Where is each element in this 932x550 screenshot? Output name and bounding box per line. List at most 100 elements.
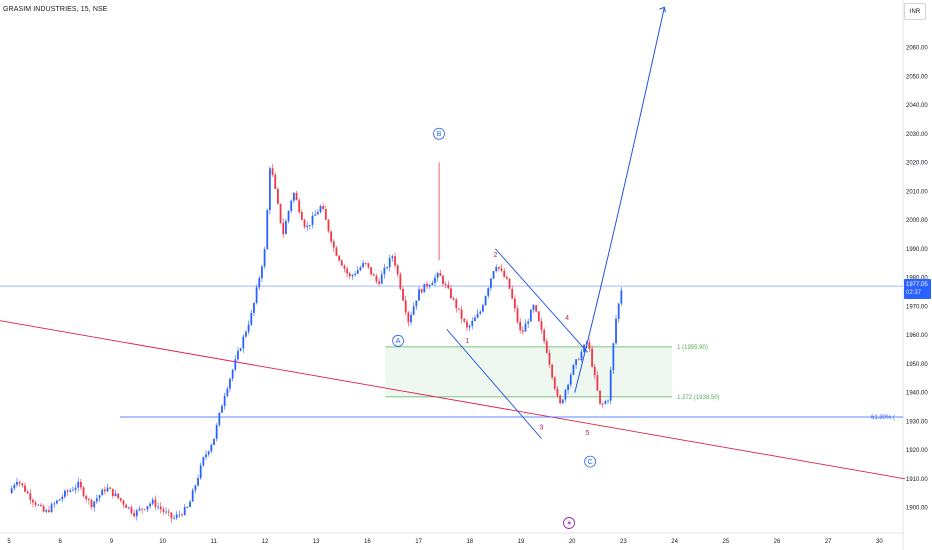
candle-body bbox=[519, 321, 522, 331]
candle-body bbox=[18, 481, 21, 484]
candle-body bbox=[567, 384, 570, 390]
candle-body bbox=[415, 300, 418, 307]
wedge-upper-line[interactable] bbox=[495, 248, 588, 353]
currency-button[interactable]: INR bbox=[904, 3, 926, 20]
candle-body bbox=[98, 495, 101, 499]
candlestick-series[interactable] bbox=[10, 162, 623, 523]
candle-body bbox=[545, 341, 548, 353]
candle-body bbox=[37, 504, 40, 506]
candle-body bbox=[87, 499, 90, 501]
candle-body bbox=[71, 489, 74, 491]
candle-body bbox=[109, 487, 112, 489]
price-tick-label: 1940.00 bbox=[906, 391, 928, 397]
candle-body bbox=[26, 491, 29, 494]
candle-body bbox=[431, 282, 434, 286]
candle-body bbox=[559, 395, 562, 404]
candle-body bbox=[364, 263, 367, 264]
candle-body bbox=[269, 168, 271, 211]
price-tick-label: 1970.00 bbox=[906, 304, 928, 310]
event-marker-icon[interactable] bbox=[563, 517, 575, 529]
candle-body bbox=[170, 512, 173, 519]
time-tick-label: 20 bbox=[569, 539, 576, 545]
projection-arrow[interactable] bbox=[574, 7, 665, 393]
candle-body bbox=[64, 490, 66, 497]
time-tick-label: 17 bbox=[415, 539, 422, 545]
candle-body bbox=[476, 313, 479, 318]
candle-body bbox=[74, 487, 77, 490]
candle-body bbox=[24, 485, 26, 492]
candle-body bbox=[263, 249, 266, 267]
candle-body bbox=[351, 275, 354, 277]
candle-body bbox=[279, 203, 282, 223]
candle-body bbox=[242, 336, 245, 349]
candle-body bbox=[444, 284, 447, 285]
candle-body bbox=[463, 318, 466, 322]
red-trendline[interactable] bbox=[0, 320, 906, 480]
candle-body bbox=[69, 490, 72, 492]
time-tick-label: 24 bbox=[671, 539, 678, 545]
price-tick-label: 1930.00 bbox=[906, 419, 928, 425]
candle-body bbox=[495, 267, 498, 272]
price-tick-label: 1920.00 bbox=[906, 448, 928, 454]
wave-5-label: 5 bbox=[586, 430, 590, 437]
candle-body bbox=[426, 283, 428, 287]
candle-body bbox=[117, 493, 120, 499]
candle-body bbox=[482, 305, 484, 312]
candle-body bbox=[183, 507, 186, 516]
candle-body bbox=[460, 309, 463, 319]
candle-body bbox=[231, 369, 234, 379]
time-axis[interactable]: 5 6 9 10 11 12 13 16 17 18 19 20 23 24 25 26 27 30 bbox=[7, 539, 883, 545]
candle-body bbox=[10, 488, 13, 494]
candle-body bbox=[356, 270, 359, 274]
candle-body bbox=[434, 277, 436, 283]
fib-level-1-label: 1 (1955.90) bbox=[677, 345, 708, 351]
candle-body bbox=[593, 366, 596, 376]
candle-body bbox=[239, 348, 242, 351]
candle-body bbox=[159, 506, 162, 510]
candle-body bbox=[617, 303, 620, 319]
candle-body bbox=[45, 510, 48, 512]
candle-body bbox=[79, 481, 82, 488]
candle-body bbox=[210, 444, 213, 452]
candle-body bbox=[500, 268, 503, 271]
candle-body bbox=[85, 496, 88, 500]
wave-c-circle bbox=[584, 455, 597, 468]
candle-body bbox=[173, 517, 175, 519]
wave-4-label: 4 bbox=[565, 315, 569, 322]
candle-body bbox=[151, 499, 154, 504]
price-tick-label: 2000.00 bbox=[906, 218, 928, 224]
candle-body bbox=[138, 508, 141, 511]
candle-body bbox=[543, 330, 546, 342]
candle-body bbox=[186, 507, 189, 508]
candle-body bbox=[199, 465, 202, 479]
candle-body bbox=[340, 260, 343, 266]
candle-body bbox=[319, 206, 322, 213]
candle-body bbox=[607, 400, 609, 402]
candle-body bbox=[370, 267, 372, 275]
candle-body bbox=[524, 323, 527, 332]
candle-body bbox=[537, 311, 540, 322]
candle-body bbox=[178, 514, 181, 516]
wedge-lower-line[interactable] bbox=[446, 329, 542, 439]
time-tick-label: 25 bbox=[722, 539, 729, 545]
candle-body bbox=[474, 317, 476, 321]
candle-body bbox=[580, 351, 583, 361]
wave-b-circle bbox=[433, 127, 445, 140]
candle-body bbox=[535, 305, 538, 312]
wave-1-label: 1 bbox=[465, 338, 469, 345]
candle-body bbox=[175, 514, 178, 518]
price-tick-label: 1980.00 bbox=[906, 276, 928, 282]
price-tick-label: 1990.00 bbox=[906, 247, 928, 253]
candle-body bbox=[346, 268, 349, 274]
candle-body bbox=[412, 306, 415, 315]
candle-body bbox=[468, 325, 471, 328]
candle-body bbox=[330, 231, 333, 242]
candle-body bbox=[442, 275, 444, 285]
candle-body bbox=[149, 503, 152, 507]
candle-body bbox=[189, 501, 191, 508]
candle-body bbox=[529, 309, 532, 322]
candle-body bbox=[391, 256, 394, 259]
price-axis[interactable]: 1900.00 1910.00 1920.00 1930.00 1940.00 1950.… bbox=[906, 46, 928, 512]
candle-body bbox=[93, 501, 96, 508]
